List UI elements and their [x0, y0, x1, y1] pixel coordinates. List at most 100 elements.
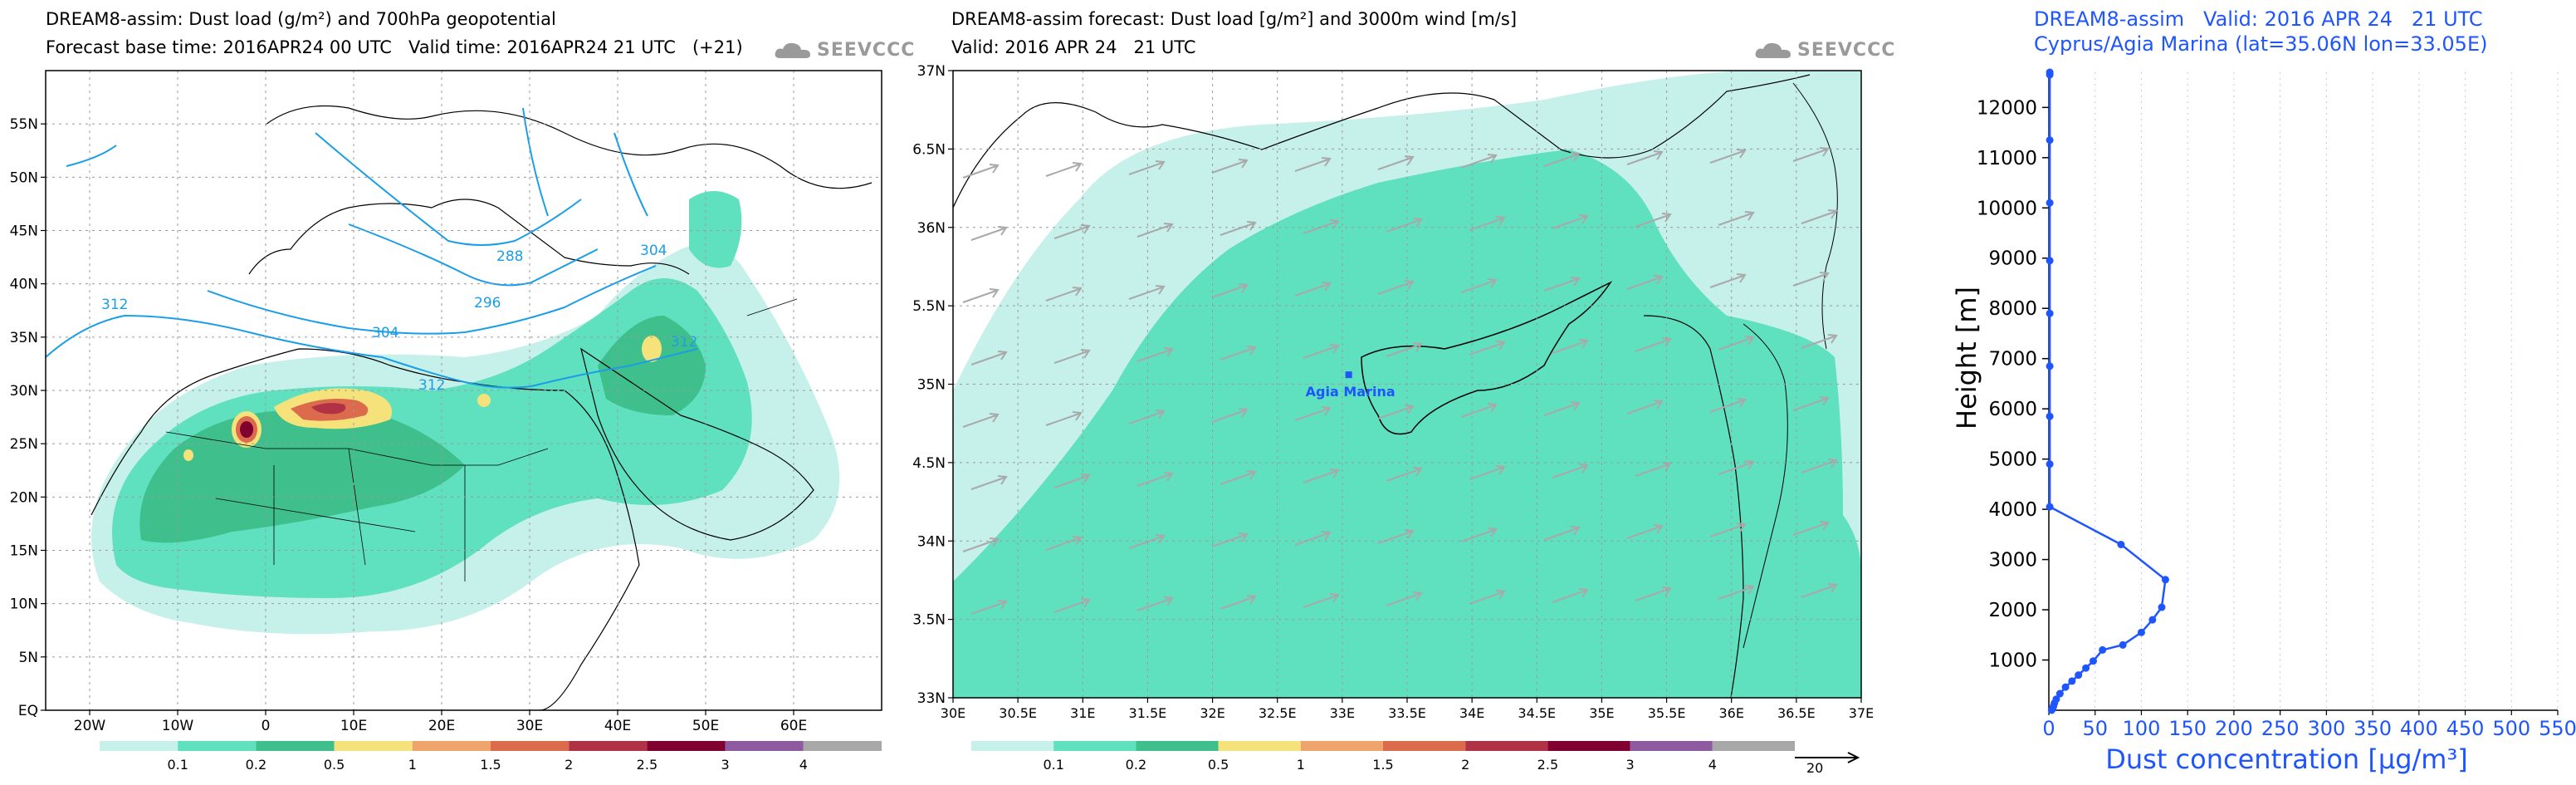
- dust-field-14: [183, 449, 193, 461]
- wind-arrowhead-icon: [1653, 150, 1664, 160]
- wind-arrowhead-icon: [1487, 403, 1498, 413]
- profile-point: [2068, 677, 2076, 685]
- x-tick-label: 100: [2123, 717, 2161, 740]
- y-tick-label: 2000: [1988, 600, 2037, 621]
- x-tick-label: 34.5E: [1518, 705, 1556, 721]
- panel2-map: 30E 30.5E 31E 31.5E 32E 32.5E 33E 33.5E 34E 34.5E…: [913, 63, 1874, 776]
- profile-point: [2158, 603, 2166, 611]
- wind-arrowhead-icon: [1412, 591, 1423, 601]
- wind-arrow: [1136, 224, 1171, 238]
- wind-arrow: [1543, 278, 1578, 292]
- y-tick-label: 33N: [917, 690, 946, 707]
- wind-arrowhead-icon: [1653, 275, 1664, 285]
- wind-arrow: [1801, 336, 1835, 349]
- wind-arrow: [1635, 588, 1669, 601]
- x-tick-label: 60E: [780, 718, 807, 734]
- wind-arrow: [1626, 152, 1661, 165]
- colorbar-label: 2: [1461, 757, 1469, 773]
- dust-field-11: [240, 421, 253, 438]
- colorbar-segment: [1712, 741, 1795, 751]
- colorbar-segment: [971, 741, 1054, 751]
- y-tick-label: 5N: [18, 650, 38, 666]
- wind-arrow: [970, 601, 1005, 615]
- x-tick-label: 0: [262, 718, 271, 734]
- profile-point: [2099, 645, 2107, 654]
- y-tick-label: 3000: [1988, 550, 2037, 572]
- wind-arrow: [1626, 277, 1661, 290]
- x-tick-label: 200: [2215, 717, 2253, 740]
- coastline-europe: [248, 199, 690, 275]
- wind-arrowhead-icon: [1827, 334, 1838, 344]
- colorbar-label: 4: [1708, 757, 1717, 773]
- colorbar-segment: [1383, 741, 1466, 751]
- profile-point: [2046, 136, 2054, 145]
- wind-arrow: [1552, 465, 1586, 478]
- wind-arrowhead-icon: [1736, 523, 1747, 532]
- x-tick-label: 150: [2168, 717, 2207, 740]
- wind-arrow: [1303, 470, 1337, 483]
- wind-arrow: [1045, 413, 1080, 426]
- x-axis-label: Dust concentration [µg/m³]: [2105, 743, 2468, 775]
- wind-arrow: [1303, 346, 1337, 359]
- dust-profile-line: [2048, 72, 2167, 711]
- cloud-logo-icon: [775, 42, 810, 58]
- wind-arrowhead-icon: [1495, 590, 1506, 600]
- y-tick-label: 9000: [1988, 248, 2037, 270]
- wind-arrow: [1552, 216, 1586, 229]
- wind-arrow: [1211, 534, 1246, 547]
- coastline-turkey: [953, 74, 1811, 209]
- x-tick-label: 35E: [1589, 705, 1614, 721]
- y-tick-label: 34.5N: [913, 455, 946, 472]
- colorbar-label: 2.5: [1537, 757, 1558, 773]
- wind-arrow: [1709, 150, 1744, 164]
- colorbar-label: 1.5: [1372, 757, 1393, 773]
- wind-arrow: [1294, 283, 1329, 297]
- wind-arrowhead-icon: [1744, 336, 1755, 346]
- colorbar-segment: [1547, 741, 1630, 751]
- wind-arrowhead-icon: [1072, 162, 1083, 172]
- colorbar-segment: [256, 741, 335, 751]
- x-tick-label: 32.5E: [1259, 705, 1297, 721]
- wind-arrowhead-icon: [1578, 339, 1589, 349]
- wind-arrowhead-icon: [1246, 470, 1257, 480]
- wind-arrowhead-icon: [989, 164, 1000, 174]
- x-tick-label: 31.5E: [1129, 705, 1167, 721]
- panel1-subtitle: Forecast base time: 2016APR24 00 UTC Val…: [46, 37, 743, 57]
- wind-arrowhead-icon: [1155, 410, 1166, 419]
- x-tick-label: 37E: [1849, 705, 1874, 721]
- wind-arrow: [1469, 342, 1503, 356]
- colorbar-segment: [100, 741, 178, 751]
- profile-point: [2055, 689, 2064, 698]
- wind-arrowhead-icon: [1570, 277, 1581, 287]
- wind-arrowhead-icon: [1329, 593, 1340, 603]
- wind-arrow: [1211, 285, 1246, 298]
- profile-point: [2046, 412, 2054, 420]
- y-tick-label: EQ: [18, 703, 38, 719]
- colorbar-label: 3: [1626, 757, 1635, 773]
- wind-arrowhead-icon: [1155, 160, 1166, 170]
- wind-arrowhead-icon: [1487, 278, 1498, 288]
- contour-label-304a: 304: [372, 325, 398, 341]
- country-borders: [165, 298, 798, 581]
- wind-arrow: [1718, 462, 1752, 475]
- profile-point: [2119, 640, 2127, 649]
- colorbar-segment: [647, 741, 726, 751]
- wind-arrowhead-icon: [1819, 396, 1830, 406]
- colorbar-label: 4: [799, 757, 808, 773]
- x-tick-label: 30.5E: [999, 705, 1037, 721]
- geopotential-contour-north: [522, 107, 648, 217]
- profile-point: [2137, 628, 2145, 636]
- profile-point: [2046, 503, 2054, 511]
- wind-arrowhead-icon: [1080, 473, 1091, 483]
- y-tick-label: 7000: [1988, 349, 2037, 370]
- wind-arrow: [1543, 527, 1578, 541]
- wind-arrowhead-icon: [1653, 400, 1664, 410]
- colorbar-label: 1: [408, 757, 417, 773]
- wind-arrow: [1303, 595, 1337, 608]
- wind-arrow: [1045, 537, 1080, 551]
- profile-point: [2075, 671, 2083, 680]
- cloud-logo-icon: [1755, 42, 1791, 58]
- wind-arrowhead-icon: [1495, 341, 1506, 351]
- logo-text: SEEVCCC: [1797, 40, 1896, 61]
- wind-arrowhead-icon: [1570, 401, 1581, 411]
